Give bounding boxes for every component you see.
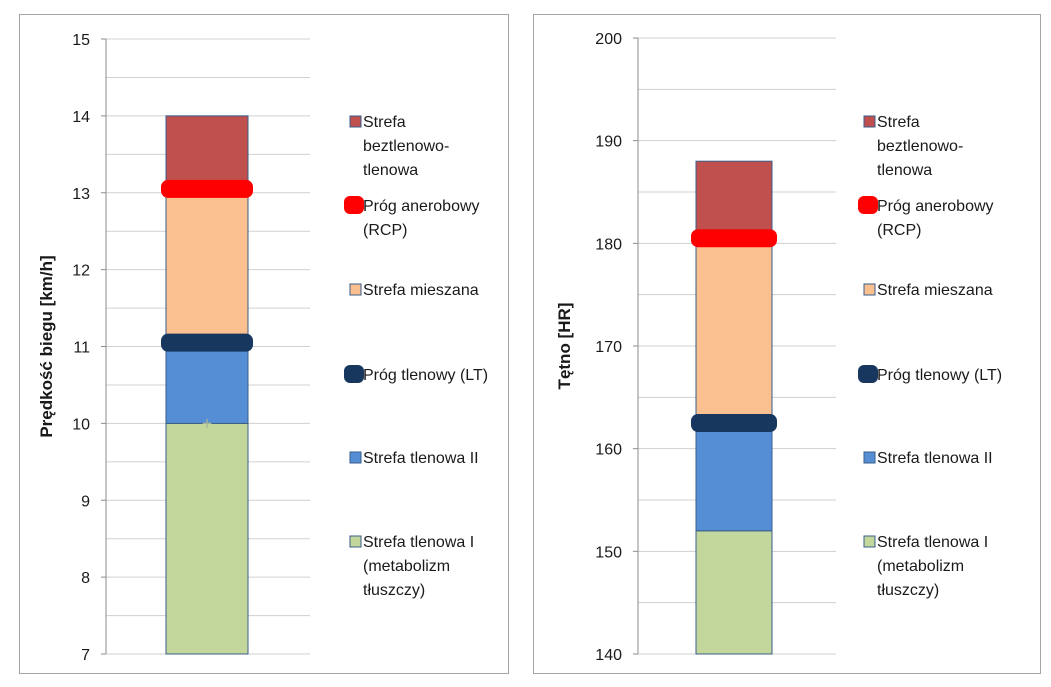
threshold-marker-prog-tlenowy-lt	[161, 333, 253, 352]
y-tick-label: 160	[595, 442, 622, 459]
legend-label: Strefa tlenowa II	[877, 450, 993, 467]
y-tick-label: 150	[595, 544, 622, 561]
legend-label: Strefa tlenowa I	[363, 534, 474, 551]
chart-panel-heart-rate: 140 150 160 170 180 190 200 Tętno [HR] Strefa bez…	[533, 14, 1041, 674]
y-tick-label: 11	[73, 340, 90, 357]
legend-label: Próg tlenowy (LT)	[877, 367, 1002, 384]
plus-marker: +	[202, 413, 213, 433]
y-tick-label: 13	[72, 186, 90, 203]
y-tick-label: 9	[81, 493, 90, 510]
legend-swatch	[863, 283, 876, 296]
zone-segment-strefa-tlenowa-i-metabolizm-tluszczy	[695, 530, 773, 655]
legend-swatch	[349, 451, 362, 464]
legend-item-prog-anerobowy-rcp: Próg anerobowy (RCP)	[858, 196, 994, 239]
heart-rate-zone-chart: 140 150 160 170 180 190 200 Tętno [HR] Strefa bez…	[555, 31, 1002, 664]
threshold-marker-prog-anerobowy-rcp	[161, 179, 253, 198]
legend-label: Strefa tlenowa II	[363, 450, 479, 467]
threshold-marker-prog-anerobowy-rcp	[691, 229, 777, 248]
y-tick-label: 8	[81, 570, 90, 587]
legend-label: tłuszczy)	[877, 582, 939, 599]
legend: Strefa beztlenowo-tlenowa Próg anerobowy (R…	[858, 114, 1002, 599]
y-tick-label: 15	[72, 32, 90, 49]
y-tick-label: 12	[72, 263, 90, 280]
legend-label: tlenowa	[363, 162, 418, 179]
y-tick-label: 200	[595, 31, 622, 48]
legend-label: Próg anerobowy	[877, 198, 994, 215]
legend-threshold-swatch	[858, 365, 878, 383]
legend-label: beztlenowo-	[363, 138, 449, 155]
legend-item-strefa-mieszana: Strefa mieszana	[349, 282, 479, 299]
legend-label: Próg tlenowy (LT)	[363, 367, 488, 384]
y-tick-label: 10	[72, 416, 90, 433]
legend-item-prog-anerobowy-rcp: Próg anerobowy (RCP)	[344, 196, 480, 239]
legend-swatch	[863, 535, 876, 548]
legend-threshold-swatch	[858, 196, 878, 214]
legend-item-strefa-beztlenowo-tlenowa: Strefa beztlenowo-tlenowa	[349, 114, 449, 179]
y-tick-label: 190	[595, 134, 622, 151]
legend-item-prog-tlenowy-lt: Próg tlenowy (LT)	[858, 365, 1002, 384]
zone-segment-strefa-tlenowa-ii	[695, 422, 773, 532]
zone-segment-strefa-tlenowa-i-metabolizm-tluszczy	[165, 422, 249, 655]
y-tick-label: 140	[595, 647, 622, 664]
y-axis-title: Tętno [HR]	[555, 303, 574, 390]
legend-label: tlenowa	[877, 162, 932, 179]
y-tick-label: 180	[595, 236, 622, 253]
legend-swatch	[863, 451, 876, 464]
y-tick-label: 170	[595, 339, 622, 356]
legend-swatch	[349, 115, 362, 128]
chart-panel-speed: 7 8 9 10 11 12 13 14 15 Prędkość biegu [km/h] + Str…	[19, 14, 509, 674]
legend-label: Strefa	[877, 114, 920, 131]
legend-item-strefa-tlenowa-i-metabolizm-tluszczy: Strefa tlenowa I (metabolizm tłuszczy)	[349, 534, 474, 599]
legend-item-strefa-tlenowa-ii: Strefa tlenowa II	[349, 450, 479, 467]
legend-item-strefa-beztlenowo-tlenowa: Strefa beztlenowo-tlenowa	[863, 114, 963, 179]
zone-segment-strefa-tlenowa-ii	[165, 342, 249, 424]
legend-item-strefa-tlenowa-ii: Strefa tlenowa II	[863, 450, 993, 467]
legend-item-strefa-mieszana: Strefa mieszana	[863, 282, 993, 299]
legend-label: (RCP)	[877, 222, 921, 239]
legend-swatch	[349, 535, 362, 548]
zone-segment-strefa-beztlenowo-tlenowa	[695, 160, 773, 239]
legend-label: (metabolizm	[363, 558, 450, 575]
legend: Strefa beztlenowo-tlenowa Próg anerobowy (R…	[344, 114, 488, 599]
legend-threshold-swatch	[344, 365, 364, 383]
legend-item-prog-tlenowy-lt: Próg tlenowy (LT)	[344, 365, 488, 384]
legend-label: Strefa	[363, 114, 406, 131]
legend-label: Strefa mieszana	[363, 282, 479, 299]
legend-item-strefa-tlenowa-i-metabolizm-tluszczy: Strefa tlenowa I (metabolizm tłuszczy)	[863, 534, 988, 599]
legend-label: Strefa tlenowa I	[877, 534, 988, 551]
legend-label: tłuszczy)	[363, 582, 425, 599]
legend-label: beztlenowo-	[877, 138, 963, 155]
y-tick-label: 7	[81, 647, 90, 664]
legend-swatch	[349, 283, 362, 296]
legend-label: Próg anerobowy	[363, 198, 480, 215]
threshold-marker-prog-tlenowy-lt	[691, 414, 777, 432]
y-tick-label: 14	[72, 109, 90, 126]
legend-label: (RCP)	[363, 222, 407, 239]
speed-zone-chart: 7 8 9 10 11 12 13 14 15 Prędkość biegu [km/h] + Str…	[37, 32, 488, 664]
legend-label: (metabolizm	[877, 558, 964, 575]
legend-swatch	[863, 115, 876, 128]
legend-label: Strefa mieszana	[877, 282, 993, 299]
zone-segment-strefa-mieszana	[165, 188, 249, 344]
y-axis-title: Prędkość biegu [km/h]	[37, 255, 56, 437]
zone-segment-strefa-beztlenowo-tlenowa	[165, 115, 249, 190]
legend-threshold-swatch	[344, 196, 364, 214]
zone-segment-strefa-mieszana	[695, 237, 773, 424]
